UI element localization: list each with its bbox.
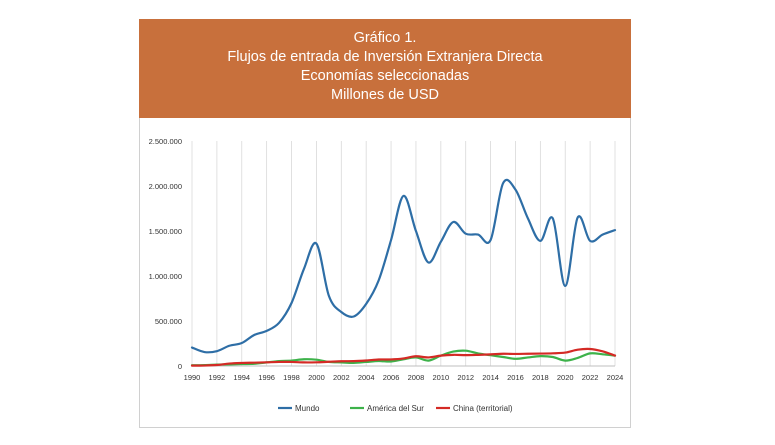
legend: Mundo América del Sur China (territorial) — [278, 404, 513, 413]
y-axis-ticks: 0 500.000 1.000.000 1.500.000 2.000.000 2.500… — [149, 137, 182, 371]
x-tick-label: 2012 — [457, 373, 474, 382]
y-tick-label: 1.500.000 — [149, 227, 182, 236]
chart-frame: 0 500.000 1.000.000 1.500.000 2.000.000 2.500… — [139, 118, 631, 428]
chart-header: Gráfico 1. Flujos de entrada de Inversió… — [139, 19, 631, 118]
x-tick-label: 1996 — [258, 373, 275, 382]
x-tick-label: 2000 — [308, 373, 325, 382]
y-tick-label: 2.500.000 — [149, 137, 182, 146]
y-tick-label: 500.000 — [155, 317, 182, 326]
x-tick-label: 2014 — [482, 373, 499, 382]
series-line-china-territorial — [190, 347, 617, 367]
x-tick-label: 2002 — [333, 373, 350, 382]
grid — [191, 141, 616, 366]
x-tick-label: 2008 — [408, 373, 425, 382]
x-tick-label: 1990 — [184, 373, 201, 382]
x-tick-label: 2010 — [432, 373, 449, 382]
header-title-line-4: Millones de USD — [331, 87, 439, 103]
header-title-line-3: Economías seleccionadas — [300, 68, 470, 84]
y-tick-label: 0 — [178, 362, 182, 371]
x-tick-label: 2016 — [507, 373, 524, 382]
x-tick-label: 1992 — [209, 373, 226, 382]
legend-label: América del Sur — [367, 404, 424, 413]
x-tick-label: 2022 — [582, 373, 599, 382]
x-tick-label: 2004 — [358, 373, 375, 382]
line-chart: 0 500.000 1.000.000 1.500.000 2.000.000 2.500… — [149, 137, 624, 413]
series-lines — [190, 178, 617, 367]
series-line-mundo — [190, 178, 617, 354]
x-axis-ticks: 1990 1992 1994 1996 1998 2000 2002 2004 2006 2008… — [184, 373, 624, 382]
x-tick-label: 2024 — [607, 373, 624, 382]
x-tick-label: 1998 — [283, 373, 300, 382]
legend-label: Mundo — [295, 404, 320, 413]
x-tick-label: 2020 — [557, 373, 574, 382]
x-tick-label: 1994 — [233, 373, 250, 382]
x-tick-label: 2006 — [383, 373, 400, 382]
x-tick-label: 2018 — [532, 373, 549, 382]
y-tick-label: 2.000.000 — [149, 182, 182, 191]
header-title-line-1: Gráfico 1. — [353, 30, 417, 46]
header-title-line-2: Flujos de entrada de Inversión Extranjer… — [227, 49, 543, 65]
y-tick-label: 1.000.000 — [149, 272, 182, 281]
legend-label: China (territorial) — [453, 404, 513, 413]
